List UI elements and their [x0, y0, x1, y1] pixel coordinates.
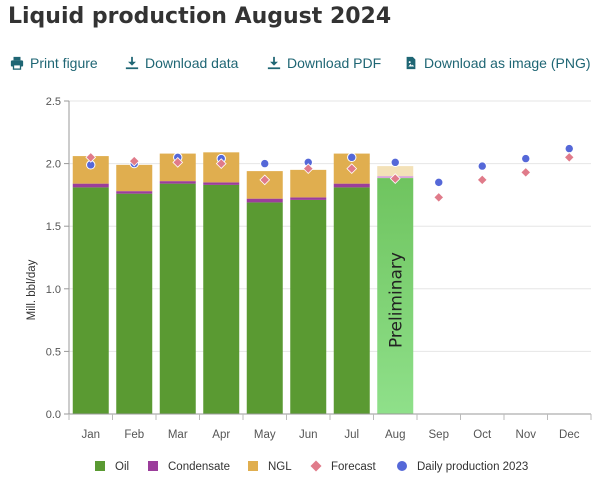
download-icon	[267, 56, 281, 70]
marker-daily-2023-dec	[564, 143, 574, 154]
legend-swatch-forecast	[310, 460, 322, 472]
y-tick-label: 1.0	[46, 284, 61, 296]
download-icon	[125, 56, 139, 70]
bar-oil-mar	[159, 183, 196, 414]
y-tick-label: 2.5	[46, 96, 61, 108]
marker-forecast-nov	[520, 166, 532, 178]
y-tick-label: 1.5	[46, 221, 61, 233]
legend-label-forecast: Forecast	[331, 461, 377, 473]
legend-label-condensate: Condensate	[168, 461, 230, 473]
x-tick-label-aug: Aug	[385, 429, 405, 441]
x-tick-label-jan: Jan	[81, 429, 100, 441]
marker-forecast-jun	[302, 163, 314, 174]
x-tick-label-apr: Apr	[212, 429, 230, 441]
download-data-button[interactable]: Download data	[125, 55, 238, 71]
marker-forecast-mar	[172, 156, 184, 168]
bar-oil-apr	[203, 184, 240, 414]
bar-condensate-jun	[290, 197, 327, 200]
marker-daily-2023-sep	[434, 177, 444, 188]
y-axis-label: Mill. bbl/day	[26, 259, 38, 320]
x-axis: Jan Feb Mar Apr May Jun Jul Aug Sep Oct Nov Dec	[68, 413, 592, 441]
bar-ngl-feb	[116, 164, 153, 192]
preliminary-bar-group: Preliminary	[377, 166, 414, 414]
marker-daily-2023-oct	[477, 161, 487, 171]
preliminary-oil-band	[377, 178, 414, 414]
image-file-icon	[406, 56, 416, 70]
marker-daily-2023-may	[260, 158, 270, 169]
bar-oil-jan	[72, 187, 109, 414]
marker-forecast-oct	[476, 174, 488, 186]
x-tick-label-nov: Nov	[516, 429, 537, 441]
y-axis: 0.0 0.5 1.0 1.5 2.0 2.5	[46, 96, 70, 421]
bar-oil-may	[246, 202, 283, 414]
bar-condensate-jul	[333, 183, 370, 188]
marker-forecast-dec	[563, 151, 575, 163]
preliminary-ngl-band	[377, 166, 414, 177]
marker-daily-2023-jul	[347, 152, 357, 163]
marker-forecast-sep	[433, 192, 445, 203]
y-tick-label: 2.0	[46, 159, 61, 171]
x-tick-label-jul: Jul	[344, 429, 359, 441]
print-icon	[10, 56, 24, 70]
bar-condensate-apr	[203, 182, 240, 185]
bar-oil-jun	[290, 199, 327, 414]
bar-condensate-mar	[159, 181, 196, 184]
x-tick-label-jun: Jun	[299, 429, 318, 441]
legend-label-oil: Oil	[115, 461, 129, 473]
bar-condensate-feb	[116, 191, 153, 194]
bars	[72, 152, 370, 414]
x-tick-label-feb: Feb	[124, 429, 144, 441]
y-tick-label: 0.0	[46, 409, 61, 421]
legend: Oil Condensate NGL Forecast Daily production…	[95, 460, 528, 473]
legend-label-ngl: NGL	[268, 461, 292, 473]
bar-oil-jul	[333, 187, 370, 414]
x-tick-label-oct: Oct	[473, 429, 492, 441]
print-figure-button[interactable]: Print figure	[10, 55, 98, 71]
marker-daily-2023-nov	[521, 153, 531, 164]
marker-forecast-jan	[85, 151, 97, 163]
download-png-button[interactable]: Download as image (PNG)	[404, 55, 591, 71]
x-tick-label-dec: Dec	[559, 429, 580, 441]
bar-ngl-jun	[290, 169, 327, 198]
bar-oil-feb	[116, 193, 153, 414]
legend-swatch-condensate	[148, 461, 158, 471]
marker-forecast-jul	[346, 163, 358, 174]
legend-swatch-ngl	[248, 461, 258, 471]
marker-forecast-feb	[128, 155, 140, 167]
bar-condensate-jan	[72, 183, 109, 188]
legend-swatch-oil	[95, 461, 105, 471]
preliminary-label: Preliminary	[386, 252, 406, 348]
download-png-label: Download as image (PNG)	[424, 55, 591, 71]
marker-forecast-aug	[389, 173, 401, 184]
legend-label-daily-production-2023: Daily production 2023	[417, 461, 528, 473]
x-tick-label-mar: Mar	[168, 429, 188, 441]
marker-forecast-may	[259, 174, 271, 186]
markers	[85, 143, 575, 203]
chart: 0.0 0.5 1.0 1.5 2.0 2.5 Mill. bbl/day Prelimi…	[26, 96, 592, 473]
marker-daily-2023-aug	[390, 157, 400, 168]
print-figure-label: Print figure	[30, 55, 98, 71]
bar-condensate-may	[246, 198, 283, 203]
download-data-label: Download data	[145, 55, 239, 71]
page-title: Liquid production August 2024	[8, 4, 392, 29]
download-pdf-button[interactable]: Download PDF	[267, 55, 381, 71]
marker-forecast-apr	[215, 158, 227, 169]
legend-swatch-daily-production-2023	[397, 461, 407, 471]
y-tick-label: 0.5	[46, 346, 61, 358]
x-tick-label-may: May	[254, 429, 276, 441]
x-tick-label-sep: Sep	[429, 429, 449, 441]
download-pdf-label: Download PDF	[287, 55, 382, 71]
